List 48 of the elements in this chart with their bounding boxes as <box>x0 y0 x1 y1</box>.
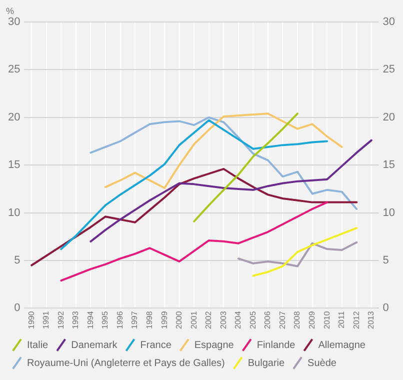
x-tick-label: 2004 <box>234 310 243 329</box>
x-tick-label: 2010 <box>322 310 332 329</box>
y2-tick-label: 25 <box>382 64 396 76</box>
y2-tick-label: 30 <box>382 16 396 28</box>
legend-label: Espagne <box>194 340 234 351</box>
y2-tick-label: 20 <box>382 111 396 124</box>
legend-label: Royaume-Uni (Angleterre et Pays de Galles) <box>27 358 225 369</box>
y2-tick-label: 5 <box>382 254 389 267</box>
x-tick-label: 1991 <box>42 310 51 329</box>
x-tick-label: 2013 <box>366 310 376 329</box>
x-tick-label: 1996 <box>115 310 124 329</box>
x-tick-label: 2009 <box>307 310 316 329</box>
x-tick-label: 1994 <box>86 310 95 329</box>
y-tick-label: 25 <box>8 64 20 76</box>
y-tick-label: 15 <box>8 159 20 172</box>
y2-tick-label: 10 <box>382 206 396 219</box>
x-tick-label: 2008 <box>292 310 302 329</box>
x-tick-label: 1999 <box>160 310 169 329</box>
legend-label: Finlande <box>256 340 296 351</box>
legend-label: Danemark <box>71 340 118 351</box>
x-tick-label: 2003 <box>218 310 228 329</box>
x-tick-label: 1993 <box>71 310 80 329</box>
legend-label: Suède <box>308 358 337 369</box>
x-tick-label: 2002 <box>204 310 214 329</box>
legend-label: Allemagne <box>318 340 366 351</box>
x-tick-label: 2006 <box>263 310 272 329</box>
x-tick-label: 1997 <box>130 310 140 329</box>
y-tick-label: 10 <box>8 206 20 219</box>
legend-label: Bulgarie <box>248 358 285 369</box>
y2-tick-label: 0 <box>382 302 389 314</box>
y-tick-label: 30 <box>8 16 20 28</box>
y2-tick-label: 15 <box>382 159 396 172</box>
legend-label: Italie <box>27 340 49 351</box>
y-tick-label: 5 <box>14 254 20 267</box>
x-tick-label: 2001 <box>189 310 198 329</box>
x-tick-label: 2000 <box>174 310 184 329</box>
x-tick-label: 2012 <box>352 310 361 329</box>
x-tick-label: 1990 <box>26 310 36 329</box>
x-tick-label: 2007 <box>278 310 287 329</box>
y-axis-title: % <box>6 6 14 16</box>
x-tick-label: 2005 <box>248 310 258 329</box>
x-tick-label: 2011 <box>337 310 346 328</box>
x-tick-label: 1992 <box>56 310 66 329</box>
x-tick-label: 1995 <box>100 310 110 329</box>
x-tick-label: 1998 <box>145 310 154 329</box>
legend-label: France <box>140 340 172 351</box>
y-tick-label: 20 <box>8 111 20 124</box>
y-tick-label: 0 <box>14 302 20 314</box>
